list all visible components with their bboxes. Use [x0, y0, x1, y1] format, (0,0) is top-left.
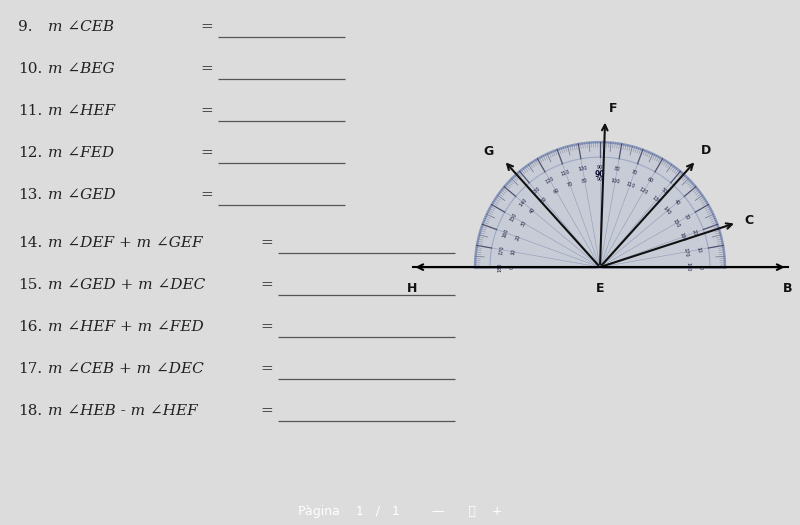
Text: 18.: 18. — [18, 404, 42, 418]
Text: 16.: 16. — [18, 320, 42, 334]
Text: =: = — [260, 404, 273, 418]
Text: 150: 150 — [509, 212, 518, 223]
Text: 130: 130 — [530, 186, 541, 195]
Text: 11.: 11. — [18, 104, 42, 118]
Text: m ∠BEG: m ∠BEG — [48, 62, 114, 76]
Text: 30: 30 — [521, 219, 528, 227]
Text: =: = — [260, 362, 273, 376]
Text: 70: 70 — [566, 182, 574, 188]
Text: =: = — [260, 320, 273, 334]
Text: 0: 0 — [698, 266, 702, 269]
Text: 170: 170 — [683, 247, 690, 257]
Text: 140: 140 — [518, 197, 528, 208]
Text: m ∠GED + m ∠DEC: m ∠GED + m ∠DEC — [48, 278, 206, 292]
Text: C: C — [745, 214, 754, 227]
Text: F: F — [608, 102, 617, 115]
Text: 60: 60 — [552, 187, 560, 195]
Text: Pàgina    1   /   1        —      🔍    +: Pàgina 1 / 1 — 🔍 + — [298, 505, 502, 518]
Text: G: G — [484, 145, 494, 158]
Text: 150: 150 — [671, 218, 680, 229]
Text: m ∠DEF + m ∠GEF: m ∠DEF + m ∠GEF — [48, 236, 202, 250]
Text: 80: 80 — [614, 166, 621, 172]
Text: 170: 170 — [498, 245, 505, 255]
Text: 80: 80 — [582, 178, 588, 184]
Text: 15.: 15. — [18, 278, 42, 292]
Text: =: = — [260, 236, 273, 250]
Text: m ∠GED: m ∠GED — [48, 188, 116, 202]
Text: m ∠HEF + m ∠FED: m ∠HEF + m ∠FED — [48, 320, 204, 334]
Text: 110: 110 — [561, 169, 571, 177]
Text: =: = — [200, 146, 213, 160]
Text: m ∠HEB - m ∠HEF: m ∠HEB - m ∠HEF — [48, 404, 198, 418]
Text: 13.: 13. — [18, 188, 42, 202]
Text: 160: 160 — [502, 228, 510, 238]
Text: 50: 50 — [540, 196, 548, 204]
Text: =: = — [200, 62, 213, 76]
Text: B: B — [782, 282, 792, 295]
Text: m ∠CEB: m ∠CEB — [48, 20, 114, 34]
Text: =: = — [200, 104, 213, 118]
Text: 110: 110 — [625, 181, 635, 189]
Text: 10.: 10. — [18, 62, 42, 76]
Text: 90: 90 — [597, 165, 603, 170]
Text: 160: 160 — [678, 232, 686, 243]
Text: 120: 120 — [545, 176, 555, 185]
Text: =: = — [260, 278, 273, 292]
Text: H: H — [407, 282, 418, 295]
Text: 100: 100 — [578, 165, 588, 172]
Text: 90: 90 — [597, 177, 603, 182]
Polygon shape — [475, 142, 725, 267]
Text: 30: 30 — [683, 213, 690, 221]
Text: =: = — [200, 20, 213, 34]
Text: m ∠FED: m ∠FED — [48, 146, 114, 160]
Text: 40: 40 — [529, 207, 537, 215]
Text: 50: 50 — [660, 186, 668, 194]
Text: E: E — [596, 282, 604, 295]
Text: 20: 20 — [514, 234, 521, 241]
Text: m ∠HEF: m ∠HEF — [48, 104, 115, 118]
Text: 180: 180 — [685, 262, 690, 272]
Text: m ∠CEB + m ∠DEC: m ∠CEB + m ∠DEC — [48, 362, 204, 376]
Text: 120: 120 — [638, 187, 649, 196]
Text: 10: 10 — [695, 246, 702, 253]
Text: 10: 10 — [511, 248, 517, 256]
Text: 60: 60 — [646, 177, 654, 184]
Text: 140: 140 — [662, 206, 672, 216]
Text: 70: 70 — [630, 170, 638, 176]
Text: 20: 20 — [690, 229, 698, 237]
Text: 90: 90 — [594, 170, 606, 179]
Text: 0: 0 — [510, 266, 515, 269]
Text: D: D — [701, 144, 711, 157]
Text: 130: 130 — [651, 195, 662, 205]
Text: 40: 40 — [673, 199, 681, 207]
Text: =: = — [200, 188, 213, 202]
Text: 180: 180 — [498, 262, 502, 272]
Text: 12.: 12. — [18, 146, 42, 160]
Text: 17.: 17. — [18, 362, 42, 376]
Text: 14.: 14. — [18, 236, 42, 250]
Text: 100: 100 — [610, 177, 620, 184]
Text: 9.: 9. — [18, 20, 33, 34]
